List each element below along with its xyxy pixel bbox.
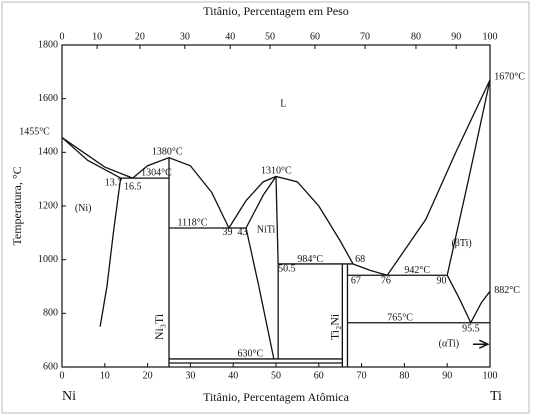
phase-boundary (446, 79, 491, 276)
phase-boundary (228, 175, 354, 265)
x-tick-label: 20 (143, 370, 153, 381)
y-tick-label: 1000 (38, 254, 58, 265)
phase-boundary (245, 176, 277, 229)
annotation: (αTi) (439, 338, 459, 349)
annotation: 1380°C (152, 147, 183, 158)
annotation: 1670°C (494, 71, 525, 82)
x2-title: Titânio, Percentagem em Peso (203, 4, 349, 18)
phase-boundary (61, 137, 133, 179)
x2-tick-label: 100 (483, 31, 498, 42)
x-tick-label: 40 (228, 370, 238, 381)
annotation: 942°C (404, 265, 430, 276)
annotation: 630°C (237, 348, 263, 359)
x-title: Titânio, Percentagem Atômica (203, 390, 350, 404)
x-tick-label: 80 (399, 370, 409, 381)
right-label: Ti (490, 389, 502, 404)
annotation: L (280, 98, 286, 109)
phase-boundary (61, 137, 121, 179)
x-tick-label: 30 (185, 370, 195, 381)
annotation: 76 (381, 275, 391, 286)
x-tick-label: 60 (314, 370, 324, 381)
annotation: 13.7 (105, 177, 123, 188)
x2-tick-label: 40 (225, 31, 235, 42)
annotation: 39 (223, 227, 233, 238)
annotation: 68 (355, 254, 365, 265)
annotation: 1304°C (141, 168, 172, 179)
y-tick-label: 1800 (38, 39, 58, 50)
annotation: 16.5 (124, 182, 142, 193)
y-tick-label: 600 (43, 361, 58, 372)
x2-tick-label: 90 (451, 31, 461, 42)
annotation: 90 (437, 275, 447, 286)
phase-boundary (275, 176, 279, 264)
phase-boundary (99, 178, 122, 327)
annotation: 1118°C (178, 217, 208, 228)
annotation: (Ni) (75, 203, 92, 214)
annotation: 1455°C (19, 127, 50, 138)
left-label: Ni (62, 389, 76, 404)
phase-label: Ti₂Ni (328, 313, 342, 340)
x2-tick-label: 20 (135, 31, 145, 42)
x2-tick-label: 60 (310, 31, 320, 42)
x-tick-label: 100 (483, 370, 498, 381)
annotation: 95.5 (462, 324, 480, 335)
annotation: 50.5 (278, 263, 296, 274)
x2-tick-label: 10 (92, 31, 102, 42)
x2-tick-label: 50 (265, 31, 275, 42)
x2-tick-label: 0 (60, 31, 65, 42)
x-tick-label: 90 (442, 370, 452, 381)
y-title: Temperatura, °C (10, 166, 24, 245)
x2-tick-label: 30 (180, 31, 190, 42)
phase-label: Ni₃Ti (152, 313, 166, 340)
phase-boundary (352, 79, 491, 276)
x2-tick-label: 80 (411, 31, 421, 42)
y-tick-label: 1400 (38, 147, 58, 158)
annotation: 882°C (494, 285, 520, 296)
x-tick-label: 70 (357, 370, 367, 381)
arrow (472, 339, 490, 349)
x-tick-label: 50 (271, 370, 281, 381)
y-tick-label: 1200 (38, 200, 58, 211)
annotation: 1310°C (261, 165, 292, 176)
annotation: 765°C (387, 312, 413, 323)
phase-boundary (245, 227, 275, 360)
annotation: (βTi) (451, 238, 471, 249)
y-tick-label: 1600 (38, 93, 58, 104)
x-tick-label: 0 (60, 370, 65, 381)
x2-tick-label: 70 (360, 31, 370, 42)
annotation: 984°C (297, 254, 323, 265)
annotation: 43 (237, 227, 247, 238)
annotation: 67 (351, 275, 361, 286)
annotation: NiTi (257, 224, 276, 235)
x-tick-label: 10 (100, 370, 110, 381)
phase-boundary (132, 157, 230, 229)
y-tick-label: 800 (43, 308, 58, 319)
